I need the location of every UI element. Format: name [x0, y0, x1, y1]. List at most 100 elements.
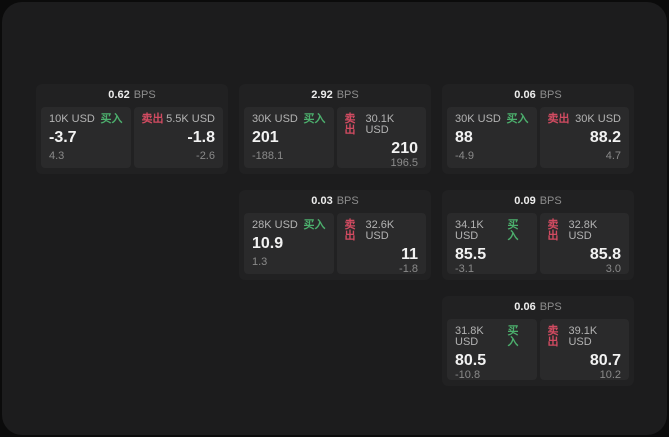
bps-header: 0.62 BPS — [36, 84, 228, 107]
sell-size-label: 5.5K USD — [166, 113, 215, 125]
bps-unit-label: BPS — [336, 195, 359, 207]
sell-size-label: 32.6K USD — [365, 219, 395, 242]
sell-panel[interactable]: 卖出 30K USD 88.2 4.7 — [539, 107, 629, 168]
quote-card: 0.09 BPS 34.1K USD 买入 85.5 -3.1 卖出 32.8K… — [442, 190, 634, 280]
card-body: 30K USD 买入 201 -188.1 卖出 30.1K USD 210 1… — [239, 107, 431, 173]
sell-main-value: 80.7 — [589, 352, 621, 369]
buy-side-label: 买入 — [507, 219, 519, 242]
buy-sub-value: 4.3 — [49, 150, 65, 162]
sell-side-label: 卖出 — [547, 219, 559, 242]
bps-value: 0.06 — [514, 89, 536, 101]
sell-size-label: 39.1K USD — [568, 325, 598, 348]
buy-main-value: -3.7 — [49, 129, 77, 146]
card-body: 10K USD 买入 -3.7 4.3 卖出 5.5K USD -1.8 -2.… — [36, 107, 228, 173]
buy-size-label: 30K USD — [455, 113, 501, 125]
bps-value: 0.06 — [514, 301, 536, 313]
bps-value: 0.62 — [108, 89, 130, 101]
buy-panel[interactable]: 28K USD 买入 10.9 1.3 — [244, 213, 334, 274]
bps-unit-label: BPS — [336, 89, 359, 101]
buy-main-value: 10.9 — [252, 235, 284, 252]
buy-panel-top: 30K USD 买入 — [252, 114, 326, 125]
buy-main-value: 88 — [455, 129, 473, 146]
sell-panel-top: 卖出 32.6K USD — [345, 220, 419, 242]
sell-sub-value: 3.0 — [605, 262, 621, 275]
buy-sub-value: -4.9 — [455, 150, 474, 162]
bps-value: 0.03 — [311, 195, 333, 207]
sell-sub-value: -1.8 — [399, 262, 418, 275]
sell-main-value: 88.2 — [589, 129, 621, 146]
buy-sub-value: -188.1 — [252, 150, 284, 162]
bps-unit-label: BPS — [539, 195, 562, 207]
sell-sub-value: 4.7 — [605, 150, 621, 162]
sell-sub-value: 10.2 — [599, 368, 621, 381]
buy-main-value: 201 — [252, 129, 279, 146]
bps-header: 0.03 BPS — [239, 190, 431, 213]
bps-header: 0.06 BPS — [442, 296, 634, 319]
buy-panel[interactable]: 30K USD 买入 201 -188.1 — [244, 107, 334, 168]
quote-card-grid: 0.62 BPS 10K USD 买入 -3.7 4.3 卖出 5.5K USD — [36, 84, 634, 386]
buy-panel[interactable]: 30K USD 买入 88 -4.9 — [447, 107, 537, 168]
card-body: 28K USD 买入 10.9 1.3 卖出 32.6K USD 11 -1.8 — [239, 213, 431, 279]
sell-size-label: 32.8K USD — [568, 219, 598, 242]
sell-side-label: 卖出 — [344, 113, 356, 136]
sell-panel-top: 卖出 32.8K USD — [548, 220, 622, 242]
sell-panel-top: 卖出 39.1K USD — [548, 326, 622, 348]
bps-header: 2.92 BPS — [239, 84, 431, 107]
sell-main-value: 11 — [401, 246, 418, 263]
buy-panel[interactable]: 10K USD 买入 -3.7 4.3 — [41, 107, 131, 168]
buy-sub-value: -3.1 — [455, 262, 474, 275]
quote-card: 2.92 BPS 30K USD 买入 201 -188.1 卖出 30.1K … — [239, 84, 431, 174]
buy-side-label: 买入 — [303, 113, 326, 125]
buy-panel[interactable]: 31.8K USD 买入 80.5 -10.8 — [447, 319, 537, 380]
buy-panel-top: 34.1K USD 买入 — [455, 220, 529, 242]
sell-size-label: 30.1K USD — [365, 113, 395, 136]
sell-size-label: 30K USD — [575, 113, 621, 125]
buy-side-label: 买入 — [100, 113, 123, 125]
sell-side-label: 卖出 — [344, 219, 356, 242]
bps-unit-label: BPS — [539, 301, 562, 313]
card-body: 30K USD 买入 88 -4.9 卖出 30K USD 88.2 4.7 — [442, 107, 634, 173]
sell-panel-top: 卖出 30K USD — [548, 114, 622, 125]
buy-size-label: 10K USD — [49, 113, 95, 125]
sell-sub-value: -2.6 — [196, 150, 215, 162]
quote-card: 0.06 BPS 31.8K USD 买入 80.5 -10.8 卖出 39.1… — [442, 296, 634, 386]
buy-panel-top: 28K USD 买入 — [252, 220, 326, 231]
quote-card: 0.06 BPS 30K USD 买入 88 -4.9 卖出 30K USD — [442, 84, 634, 174]
card-body: 31.8K USD 买入 80.5 -10.8 卖出 39.1K USD 80.… — [442, 319, 634, 385]
buy-size-label: 30K USD — [252, 113, 298, 125]
sell-main-value: -1.8 — [187, 129, 215, 146]
buy-panel-top: 10K USD 买入 — [49, 114, 123, 125]
sell-panel[interactable]: 卖出 32.8K USD 85.8 3.0 — [539, 213, 629, 275]
bps-value: 0.09 — [514, 195, 536, 207]
sell-panel[interactable]: 卖出 39.1K USD 80.7 10.2 — [539, 319, 629, 381]
buy-size-label: 31.8K USD — [455, 325, 484, 348]
buy-side-label: 买入 — [507, 325, 519, 348]
sell-side-label: 卖出 — [547, 113, 570, 125]
quote-card: 0.03 BPS 28K USD 买入 10.9 1.3 卖出 32.6K US… — [239, 190, 431, 280]
buy-side-label: 买入 — [303, 219, 326, 231]
bps-value: 2.92 — [311, 89, 333, 101]
buy-panel-top: 31.8K USD 买入 — [455, 326, 529, 348]
sell-panel[interactable]: 卖出 30.1K USD 210 196.5 — [336, 107, 426, 169]
quote-card: 0.62 BPS 10K USD 买入 -3.7 4.3 卖出 5.5K USD — [36, 84, 228, 174]
sell-main-value: 210 — [391, 140, 418, 157]
card-body: 34.1K USD 买入 85.5 -3.1 卖出 32.8K USD 85.8… — [442, 213, 634, 279]
buy-side-label: 买入 — [506, 113, 529, 125]
buy-panel-top: 30K USD 买入 — [455, 114, 529, 125]
sell-panel[interactable]: 卖出 32.6K USD 11 -1.8 — [336, 213, 426, 275]
sell-main-value: 85.8 — [589, 246, 621, 263]
sell-sub-value: 196.5 — [390, 156, 418, 169]
buy-size-label: 28K USD — [252, 219, 298, 231]
buy-panel[interactable]: 34.1K USD 买入 85.5 -3.1 — [447, 213, 537, 274]
buy-sub-value: 1.3 — [252, 256, 268, 268]
sell-panel-top: 卖出 5.5K USD — [142, 114, 216, 125]
bps-unit-label: BPS — [133, 89, 156, 101]
buy-main-value: 80.5 — [455, 352, 487, 369]
sell-panel-top: 卖出 30.1K USD — [345, 114, 419, 136]
bps-unit-label: BPS — [539, 89, 562, 101]
sell-side-label: 卖出 — [547, 325, 559, 348]
bps-header: 0.06 BPS — [442, 84, 634, 107]
buy-size-label: 34.1K USD — [455, 219, 484, 242]
sell-panel[interactable]: 卖出 5.5K USD -1.8 -2.6 — [133, 107, 223, 168]
